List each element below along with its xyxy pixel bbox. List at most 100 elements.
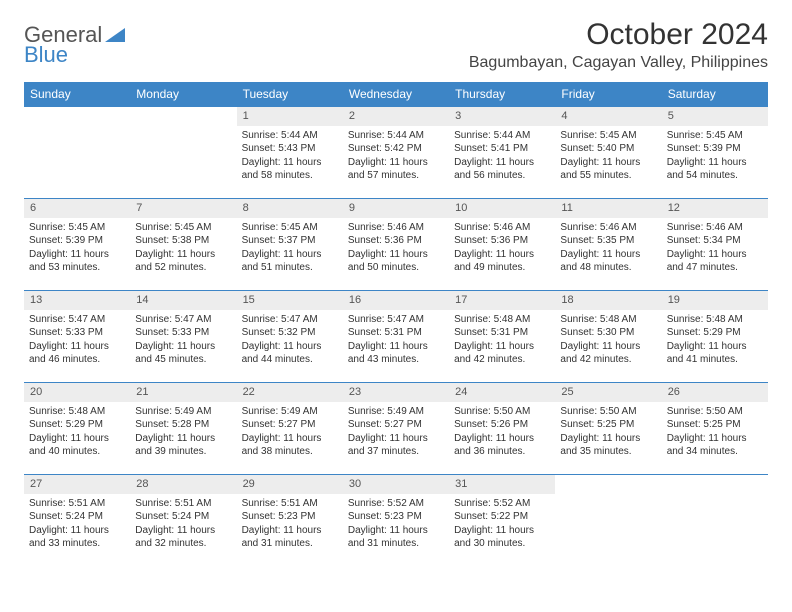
cell-content: Sunrise: 5:48 AMSunset: 5:29 PMDaylight:…: [24, 402, 130, 461]
day-number: 8: [237, 199, 343, 218]
cell-content: Sunrise: 5:45 AMSunset: 5:39 PMDaylight:…: [24, 218, 130, 277]
sunrise-line: Sunrise: 5:46 AM: [348, 221, 444, 235]
daylight-line: Daylight: 11 hours and 48 minutes.: [560, 248, 656, 275]
sunrise-line: Sunrise: 5:52 AM: [454, 497, 550, 511]
sunrise-line: Sunrise: 5:52 AM: [348, 497, 444, 511]
cell-content: Sunrise: 5:47 AMSunset: 5:33 PMDaylight:…: [130, 310, 236, 369]
day-header: Thursday: [449, 82, 555, 107]
cell-content: Sunrise: 5:50 AMSunset: 5:26 PMDaylight:…: [449, 402, 555, 461]
day-number: 18: [555, 291, 661, 310]
sunset-line: Sunset: 5:26 PM: [454, 418, 550, 432]
calendar-cell: 13Sunrise: 5:47 AMSunset: 5:33 PMDayligh…: [24, 291, 130, 383]
sunset-line: Sunset: 5:41 PM: [454, 142, 550, 156]
day-number: 3: [449, 107, 555, 126]
header: General October 2024 Bagumbayan, Cagayan…: [24, 18, 768, 72]
calendar-cell: 2Sunrise: 5:44 AMSunset: 5:42 PMDaylight…: [343, 107, 449, 199]
day-header: Wednesday: [343, 82, 449, 107]
sunrise-line: Sunrise: 5:50 AM: [667, 405, 763, 419]
calendar-cell: 3Sunrise: 5:44 AMSunset: 5:41 PMDaylight…: [449, 107, 555, 199]
sunrise-line: Sunrise: 5:49 AM: [242, 405, 338, 419]
sunrise-line: Sunrise: 5:45 AM: [560, 129, 656, 143]
calendar-header-row: SundayMondayTuesdayWednesdayThursdayFrid…: [24, 82, 768, 107]
calendar-cell: ..: [24, 107, 130, 199]
calendar-cell: 24Sunrise: 5:50 AMSunset: 5:26 PMDayligh…: [449, 383, 555, 475]
sunrise-line: Sunrise: 5:48 AM: [29, 405, 125, 419]
cell-content: Sunrise: 5:47 AMSunset: 5:32 PMDaylight:…: [237, 310, 343, 369]
sunset-line: Sunset: 5:27 PM: [242, 418, 338, 432]
day-number: 13: [24, 291, 130, 310]
sunset-line: Sunset: 5:42 PM: [348, 142, 444, 156]
page-title: October 2024: [469, 18, 768, 52]
sunset-line: Sunset: 5:34 PM: [667, 234, 763, 248]
calendar-cell: 4Sunrise: 5:45 AMSunset: 5:40 PMDaylight…: [555, 107, 661, 199]
cell-content: Sunrise: 5:45 AMSunset: 5:39 PMDaylight:…: [662, 126, 768, 185]
day-number: 9: [343, 199, 449, 218]
daylight-line: Daylight: 11 hours and 50 minutes.: [348, 248, 444, 275]
day-number: 2: [343, 107, 449, 126]
sunset-line: Sunset: 5:39 PM: [667, 142, 763, 156]
sunset-line: Sunset: 5:29 PM: [667, 326, 763, 340]
sunset-line: Sunset: 5:43 PM: [242, 142, 338, 156]
cell-content: Sunrise: 5:44 AMSunset: 5:42 PMDaylight:…: [343, 126, 449, 185]
sunset-line: Sunset: 5:30 PM: [560, 326, 656, 340]
sunrise-line: Sunrise: 5:44 AM: [242, 129, 338, 143]
sunset-line: Sunset: 5:33 PM: [29, 326, 125, 340]
sunset-line: Sunset: 5:35 PM: [560, 234, 656, 248]
daylight-line: Daylight: 11 hours and 46 minutes.: [29, 340, 125, 367]
day-number: 12: [662, 199, 768, 218]
calendar-cell: 14Sunrise: 5:47 AMSunset: 5:33 PMDayligh…: [130, 291, 236, 383]
sunrise-line: Sunrise: 5:46 AM: [560, 221, 656, 235]
sunrise-line: Sunrise: 5:45 AM: [242, 221, 338, 235]
calendar-body: ....1Sunrise: 5:44 AMSunset: 5:43 PMDayl…: [24, 107, 768, 567]
day-number: 26: [662, 383, 768, 402]
sunrise-line: Sunrise: 5:48 AM: [667, 313, 763, 327]
cell-content: Sunrise: 5:47 AMSunset: 5:33 PMDaylight:…: [24, 310, 130, 369]
location-text: Bagumbayan, Cagayan Valley, Philippines: [469, 54, 768, 72]
calendar-cell: 19Sunrise: 5:48 AMSunset: 5:29 PMDayligh…: [662, 291, 768, 383]
calendar-cell: 11 Sunrise: 5:46 AMSunset: 5:35 PMDayligh…: [555, 199, 661, 291]
day-number: 28: [130, 475, 236, 494]
sunrise-line: Sunrise: 5:45 AM: [29, 221, 125, 235]
calendar-cell: 29Sunrise: 5:51 AMSunset: 5:23 PMDayligh…: [237, 475, 343, 567]
sunrise-line: Sunrise: 5:49 AM: [348, 405, 444, 419]
calendar-cell: 5Sunrise: 5:45 AMSunset: 5:39 PMDaylight…: [662, 107, 768, 199]
calendar-cell: 16Sunrise: 5:47 AMSunset: 5:31 PMDayligh…: [343, 291, 449, 383]
sunset-line: Sunset: 5:24 PM: [135, 510, 231, 524]
calendar-cell: 27Sunrise: 5:51 AMSunset: 5:24 PMDayligh…: [24, 475, 130, 567]
day-number: 27: [24, 475, 130, 494]
daylight-line: Daylight: 11 hours and 52 minutes.: [135, 248, 231, 275]
calendar-week-row: 13Sunrise: 5:47 AMSunset: 5:33 PMDayligh…: [24, 291, 768, 383]
daylight-line: Daylight: 11 hours and 39 minutes.: [135, 432, 231, 459]
calendar-cell: 28Sunrise: 5:51 AMSunset: 5:24 PMDayligh…: [130, 475, 236, 567]
day-number: 4: [555, 107, 661, 126]
day-header: Tuesday: [237, 82, 343, 107]
calendar-table: SundayMondayTuesdayWednesdayThursdayFrid…: [24, 82, 768, 567]
cell-content: Sunrise: 5:46 AMSunset: 5:36 PMDaylight:…: [343, 218, 449, 277]
daylight-line: Daylight: 11 hours and 45 minutes.: [135, 340, 231, 367]
sunrise-line: Sunrise: 5:49 AM: [135, 405, 231, 419]
sunrise-line: Sunrise: 5:45 AM: [667, 129, 763, 143]
calendar-cell: 30Sunrise: 5:52 AMSunset: 5:23 PMDayligh…: [343, 475, 449, 567]
cell-content: Sunrise: 5:48 AMSunset: 5:30 PMDaylight:…: [555, 310, 661, 369]
sunrise-line: Sunrise: 5:48 AM: [560, 313, 656, 327]
cell-content: Sunrise: 5:45 AMSunset: 5:38 PMDaylight:…: [130, 218, 236, 277]
sunrise-line: Sunrise: 5:47 AM: [135, 313, 231, 327]
title-block: October 2024 Bagumbayan, Cagayan Valley,…: [469, 18, 768, 72]
cell-content: Sunrise: 5:48 AMSunset: 5:29 PMDaylight:…: [662, 310, 768, 369]
calendar-cell: 17Sunrise: 5:48 AMSunset: 5:31 PMDayligh…: [449, 291, 555, 383]
calendar-cell: 1Sunrise: 5:44 AMSunset: 5:43 PMDaylight…: [237, 107, 343, 199]
sunrise-line: Sunrise: 5:47 AM: [29, 313, 125, 327]
sunset-line: Sunset: 5:22 PM: [454, 510, 550, 524]
sunset-line: Sunset: 5:39 PM: [29, 234, 125, 248]
daylight-line: Daylight: 11 hours and 32 minutes.: [135, 524, 231, 551]
day-number: 11: [555, 199, 661, 218]
day-number: 7: [130, 199, 236, 218]
cell-content: Sunrise: 5:52 AMSunset: 5:23 PMDaylight:…: [343, 494, 449, 553]
daylight-line: Daylight: 11 hours and 38 minutes.: [242, 432, 338, 459]
calendar-week-row: 27 Sunrise: 5:51 AM Sunset: 5:24 PMDayligh…: [24, 475, 768, 567]
day-number: 21: [130, 383, 236, 402]
daylight-line: Daylight: 11 hours and 36 minutes.: [454, 432, 550, 459]
sunrise-line: Sunrise: 5:51 AM: [242, 497, 338, 511]
cell-content: Sunrise: 5:48 AMSunset: 5:31 PMDaylight:…: [449, 310, 555, 369]
day-header: Sunday: [24, 82, 130, 107]
